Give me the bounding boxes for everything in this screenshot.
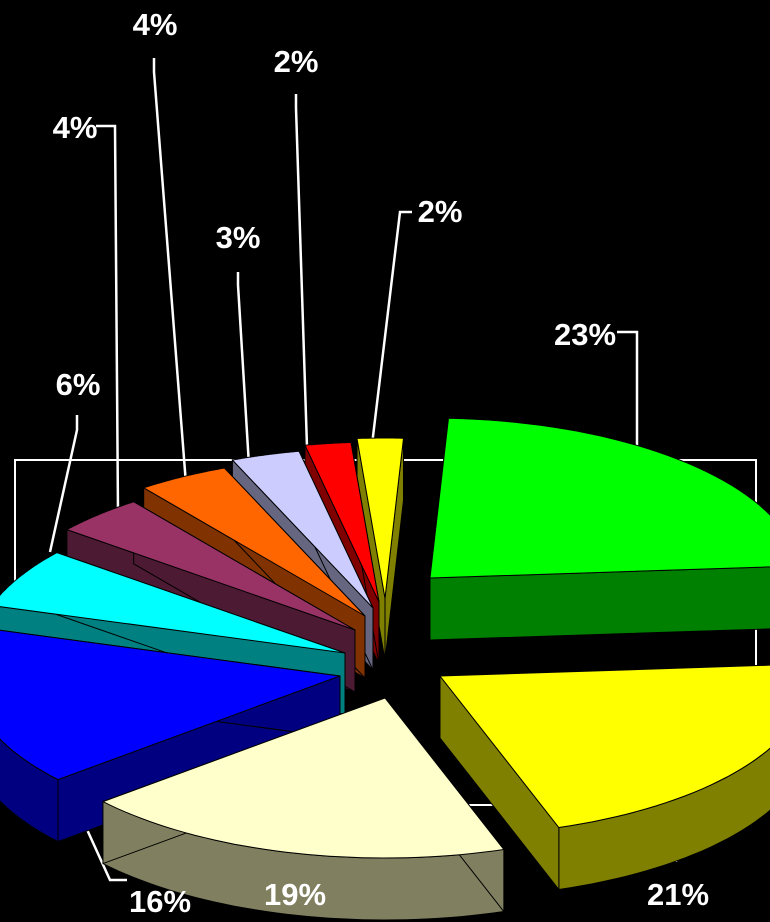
pie-slice-1 [429,417,770,641]
pie-slice-top [438,664,770,829]
leader-line [152,58,189,498]
slice-label-8: 3% [216,220,261,255]
pie-slice-top [65,501,356,631]
slice-label-2: 21% [647,877,709,912]
pie-slice-10 [356,437,405,661]
leader-line [48,415,79,553]
slice-label-9: 2% [274,44,319,79]
leader-line [294,94,310,479]
slice-label-6: 4% [53,110,98,145]
pie-slice-3 [101,696,505,921]
slice-label-7: 4% [133,7,178,42]
pie-slice-top [429,417,770,579]
leader-line [236,272,252,483]
pie-slice-wall [429,566,770,641]
pie-slice-top [0,552,346,654]
slice-label-3: 19% [264,877,326,912]
leader-line [96,124,120,513]
slice-label-5: 6% [56,367,101,402]
pie-slice-top [0,629,341,781]
slice-label-4: 16% [129,884,191,919]
pie-slice-top [101,697,505,859]
leader-line [366,210,412,479]
pie-slice-top [304,442,380,603]
slice-label-1: 23% [554,317,616,352]
pie-slice-2 [438,664,770,891]
pie-slice-top [231,450,374,609]
slice-label-10: 2% [418,194,463,229]
pie-slice-top [356,437,405,599]
pie-slice-top [142,467,366,617]
